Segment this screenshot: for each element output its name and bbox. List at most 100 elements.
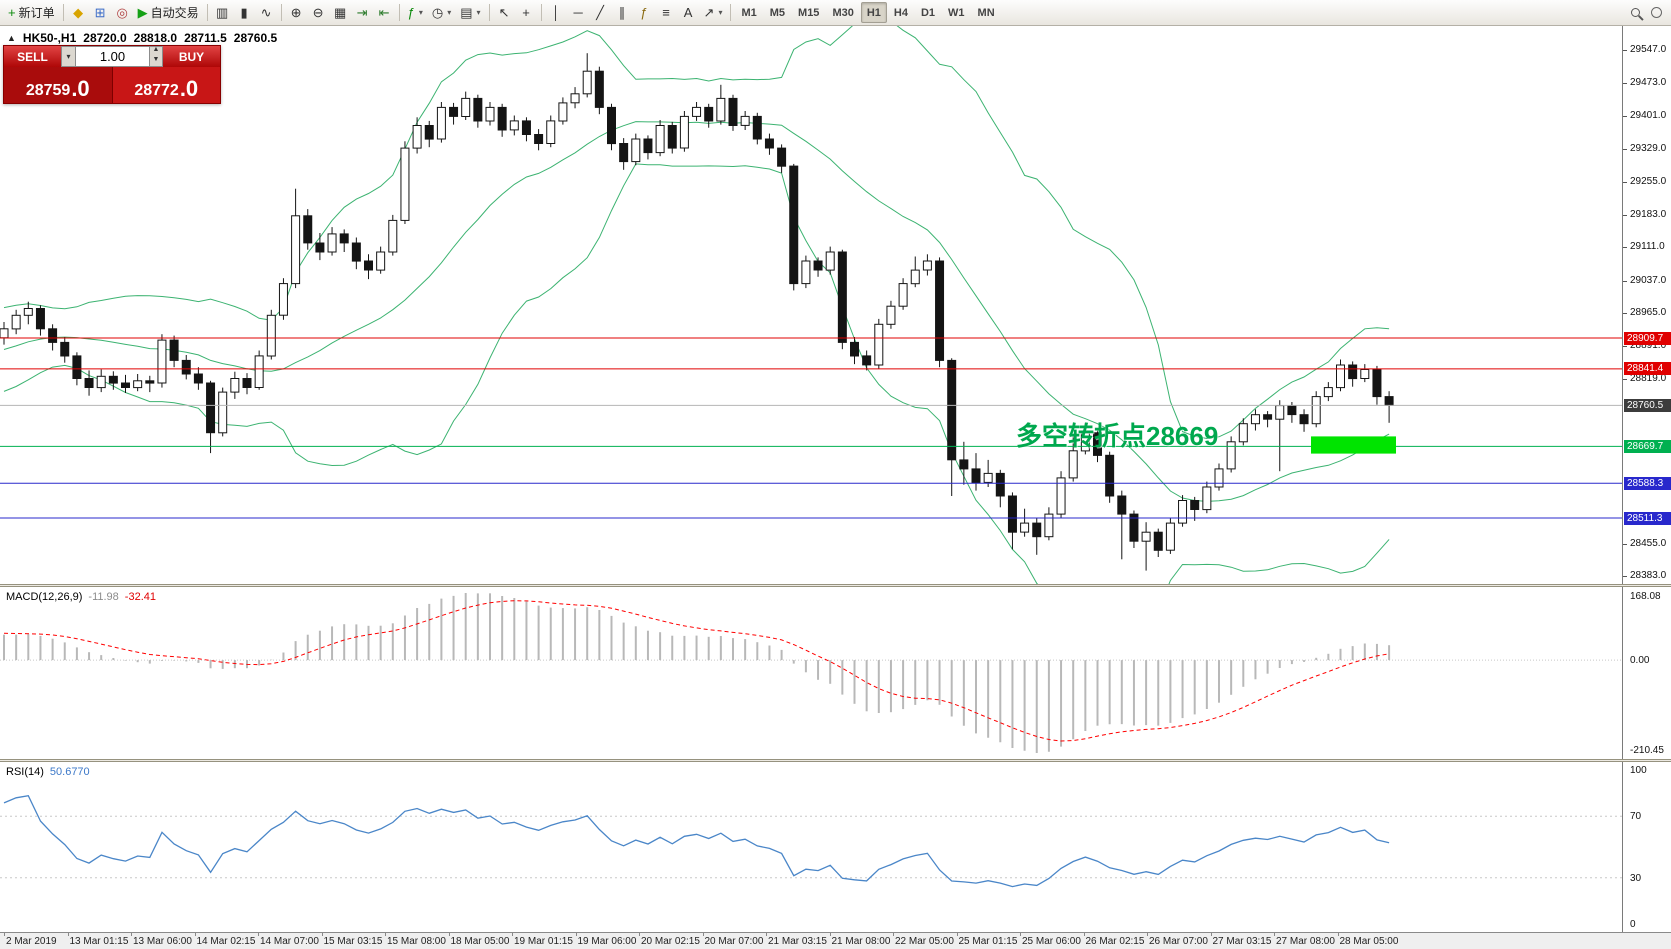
price-tick-mark (1623, 280, 1627, 282)
timeframe-m30-button[interactable]: M30 (832, 6, 854, 19)
time-label: 15 Mar 03:15 (323, 936, 383, 947)
buy-button[interactable]: BUY (163, 46, 220, 67)
time-tick-mark (131, 933, 132, 936)
toolbar-separator (488, 4, 490, 21)
timeframe-h1-button[interactable]: H1 (860, 2, 887, 23)
time-tick-mark (829, 933, 831, 936)
time-label: 25 Mar 01:15 (958, 936, 1018, 947)
auto-scroll-icon: ⇥ (356, 5, 368, 20)
price-tag-28909.7: 28909.7 (1624, 331, 1671, 345)
price-tick-mark (1623, 543, 1627, 545)
price-tick-label: 29037.0 (1630, 274, 1667, 286)
price-tick-label: 29329.0 (1630, 142, 1667, 154)
time-label: 2 Mar 2019 (6, 936, 57, 947)
macd-main-value: -11.98 (88, 591, 119, 603)
order-type-dropdown[interactable]: ▾ (61, 46, 76, 67)
timeframe-m15-button[interactable]: M15 (798, 6, 820, 19)
rsi-value: 50.6770 (49, 766, 90, 778)
sell-price[interactable]: 28759 .0 (4, 67, 113, 103)
vertical-line-button[interactable]: │ (546, 2, 567, 23)
highlight-rectangle[interactable] (1311, 436, 1396, 454)
high-value: 28818.0 (133, 31, 178, 45)
periods-button[interactable]: ◷ ▾ (428, 2, 455, 23)
templates-icon: ▤ (460, 5, 473, 20)
text-button[interactable]: A (678, 2, 699, 23)
sell-button[interactable]: SELL (4, 46, 61, 67)
low-value: 28711.5 (184, 31, 227, 45)
line-chart-button[interactable]: ∿ (256, 2, 277, 23)
sell-price-main: 28759 (25, 82, 71, 99)
arrows-button[interactable]: ↗ ▾ (700, 2, 727, 23)
timeframe-w1-button[interactable]: W1 (948, 6, 965, 19)
price-tick-mark (1623, 83, 1627, 85)
line-chart-icon: ∿ (260, 5, 272, 20)
main-chart[interactable] (0, 26, 1622, 584)
auto-trading-button[interactable]: ▶ 自动交易 (134, 2, 203, 23)
price-tick-mark (1623, 576, 1627, 577)
new-order-button-label: 新订单 (18, 6, 55, 20)
timeframe-m1-button[interactable]: M1 (741, 6, 757, 19)
fibonacci-button[interactable]: ƒ (634, 2, 655, 23)
search-button[interactable] (1625, 2, 1646, 23)
shapes-button[interactable]: ≡ (656, 2, 677, 23)
zoom-in-icon: ⊕ (290, 5, 302, 20)
buy-price[interactable]: 28772 .0 (112, 67, 220, 103)
time-label: 26 Mar 07:00 (1149, 936, 1208, 947)
time-label: 18 Mar 05:00 (450, 936, 510, 947)
price-tick-label: 28965.0 (1630, 307, 1667, 318)
market-watch-button[interactable]: ⊞ (90, 2, 111, 23)
profiles-icon: ◆ (73, 5, 84, 20)
price-tick-mark (1623, 313, 1627, 314)
tile-windows-icon: ▦ (333, 5, 347, 20)
trendline-button[interactable]: ╱ (590, 2, 611, 23)
auto-scroll-button[interactable]: ⇥ (352, 2, 373, 23)
chart-text-annotation[interactable]: 多空转折点28669 (1016, 421, 1219, 451)
chart-shift-button[interactable]: ⇤ (374, 2, 395, 23)
horizontal-line-button[interactable]: ─ (568, 2, 589, 23)
time-label: 27 Mar 08:00 (1276, 936, 1335, 947)
bar-chart-button[interactable]: ▥ (212, 2, 233, 23)
one-click-toggle[interactable]: ▲ (7, 33, 16, 43)
timeframe-mn-button[interactable]: MN (977, 6, 995, 19)
panel-resize-handle-rsi[interactable] (0, 759, 1671, 762)
candlestick-chart-button[interactable]: ▮ (234, 2, 255, 23)
time-tick-mark (893, 933, 894, 936)
volume-up-button[interactable]: ▲ (152, 46, 160, 53)
vertical-line-icon: │ (551, 5, 561, 20)
navigator-icon: ◎ (116, 5, 128, 20)
community-button[interactable] (1646, 2, 1667, 23)
tile-windows-button[interactable]: ▦ (330, 2, 351, 23)
price-tick-label: 29183.0 (1630, 208, 1667, 220)
timeframe-h4-button[interactable]: H4 (893, 6, 908, 19)
volume-down-button[interactable]: ▼ (152, 55, 160, 63)
macd-signal-value: -32.41 (124, 591, 156, 603)
buy-price-frac: .0 (179, 76, 199, 101)
time-label: 20 Mar 07:00 (704, 936, 764, 947)
indicators-button[interactable]: ƒ ▾ (404, 2, 427, 23)
price-axis[interactable]: 29547.0 29473.0 29401.0 29329.0 29255.0 29183… (1622, 26, 1671, 932)
timeframe-m5-button[interactable]: M5 (769, 6, 786, 19)
time-label: 15 Mar 08:00 (387, 936, 446, 947)
timeframe-d1-button[interactable]: D1 (920, 6, 936, 19)
trendline-icon: ╱ (596, 5, 604, 20)
rsi-scale-30: 30 (1630, 872, 1642, 884)
zoom-out-button[interactable]: ⊖ (308, 2, 329, 23)
zoom-in-button[interactable]: ⊕ (286, 2, 307, 23)
channel-button[interactable]: ∥ (612, 2, 633, 23)
profiles-button[interactable]: ◆ (68, 2, 89, 23)
crosshair-button[interactable]: + (516, 2, 537, 23)
time-axis[interactable]: 2 Mar 2019 13 Mar 01:15 13 Mar 06:00 14 Mar… (0, 932, 1671, 949)
navigator-button[interactable]: ◎ (112, 2, 133, 23)
panel-resize-handle-macd[interactable] (0, 584, 1671, 587)
templates-button[interactable]: ▤ ▾ (456, 2, 484, 23)
cursor-button[interactable]: ↖ (494, 2, 515, 23)
price-tag-28841.4: 28841.4 (1624, 362, 1671, 376)
rsi-scale-70: 70 (1630, 811, 1642, 823)
macd-panel-plot[interactable] (0, 587, 1622, 759)
price-tick-label: 28455.0 (1630, 537, 1667, 549)
new-order-button[interactable]: + 新订单 (4, 2, 59, 23)
price-tag-28669.7: 28669.7 (1624, 439, 1671, 453)
rsi-panel-plot[interactable] (0, 762, 1622, 932)
open-value: 28720.0 (83, 31, 127, 45)
volume-input[interactable]: 1.00 (76, 46, 149, 67)
